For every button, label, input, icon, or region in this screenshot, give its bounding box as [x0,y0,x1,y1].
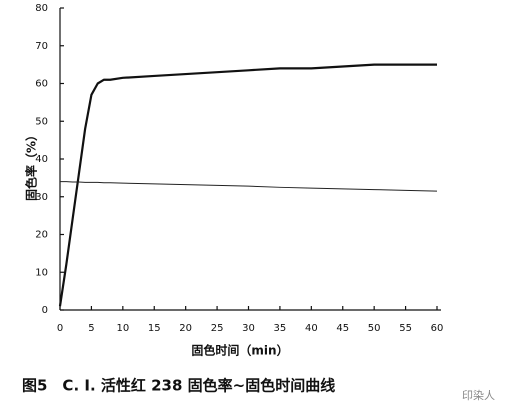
caption: 图5 C. I. 活性红 238 固色率~固色时间曲线 [22,377,335,395]
x-tick-label: 55 [399,323,412,334]
x-tick-label: 20 [179,323,192,334]
x-tick-label: 25 [211,323,224,334]
y-tick-label: 60 [35,79,48,90]
y-tick-label: 80 [35,3,48,14]
x-tick-label: 15 [148,323,161,334]
x-axis-label: 固色时间（min） [191,343,288,358]
x-tick-label: 10 [116,323,129,334]
y-axis-label: 固色率（%） [24,129,39,201]
y-tick-label: 0 [42,305,48,316]
y-tick-label: 40 [35,154,48,165]
data-line [60,181,438,192]
y-tick-label: 20 [35,230,48,241]
watermark: 印染人 [462,388,495,402]
x-tick-label: 35 [274,323,287,334]
y-tick-label: 30 [35,192,48,203]
x-tick-label: 30 [242,323,255,334]
y-tick-label: 70 [35,41,48,52]
data-line [58,63,437,307]
x-tick-label: 60 [431,323,444,334]
x-tick-label: 0 [57,323,63,334]
y-tick-label: 10 [35,267,48,278]
x-tick-label: 45 [336,323,349,334]
y-tick-label: 50 [35,116,48,127]
x-tick-label: 5 [88,323,94,334]
x-tick-label: 40 [305,323,318,334]
x-tick-label: 50 [368,323,381,334]
